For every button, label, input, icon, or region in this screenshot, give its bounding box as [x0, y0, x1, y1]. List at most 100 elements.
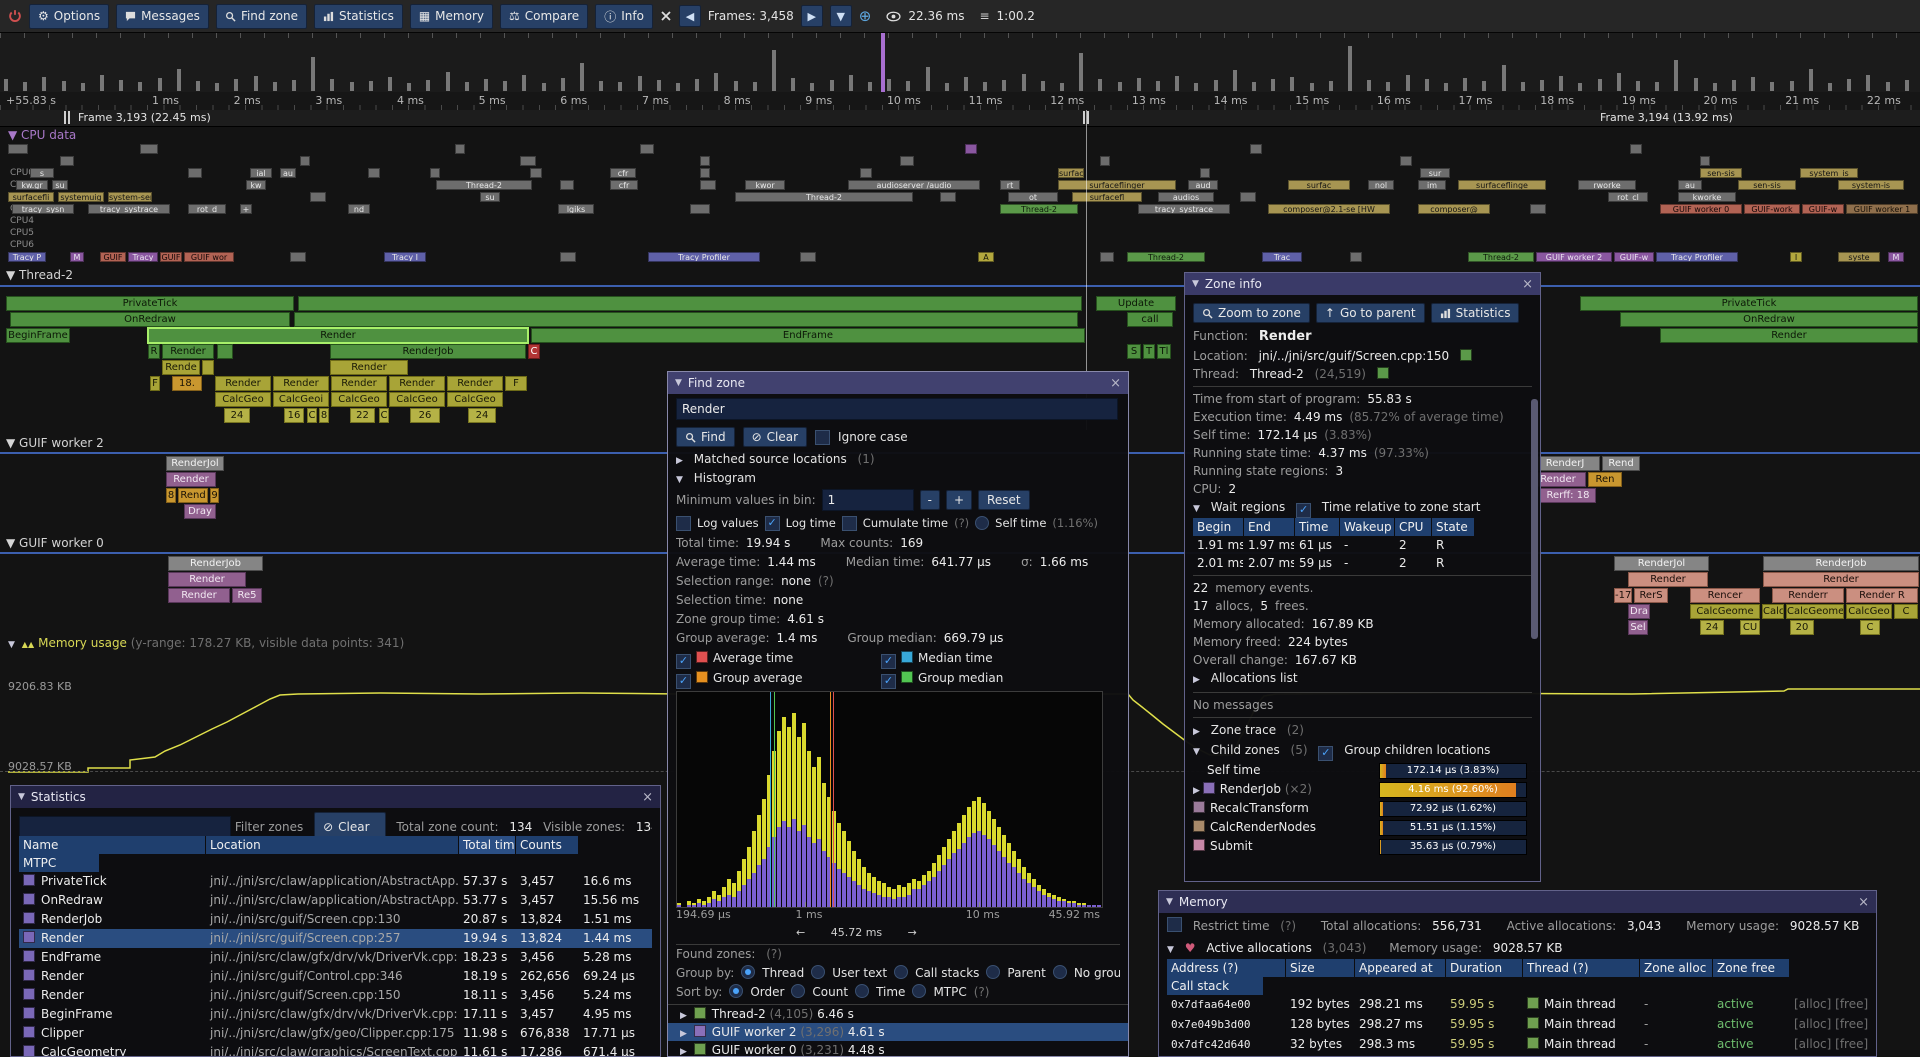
frame-bar[interactable]: [1616, 73, 1621, 91]
cpu-zone[interactable]: [1100, 252, 1114, 262]
child-zone-row[interactable]: Self time 172.14 μs (3.83%): [1193, 761, 1532, 780]
frame-bar[interactable]: [695, 79, 700, 91]
cpu-zone[interactable]: kw: [246, 180, 266, 190]
timeline-zone[interactable]: Render: [162, 344, 214, 359]
frame-bar[interactable]: [407, 83, 412, 91]
cpu-zone[interactable]: audioserver /audio: [848, 180, 980, 190]
statistics-button[interactable]: Statistics: [1430, 303, 1520, 323]
cpu-zone[interactable]: [560, 252, 576, 262]
table-row[interactable]: Render jni/../jni/src/guif/Screen.cpp:150…: [19, 986, 652, 1005]
cpu-zone[interactable]: [60, 156, 74, 166]
cpu-zone[interactable]: su: [52, 180, 68, 190]
timeline-zone[interactable]: T: [1143, 344, 1155, 359]
compare-button[interactable]: ⚖ Compare: [499, 3, 589, 29]
wait-column-time[interactable]: Time: [1295, 518, 1339, 536]
cpu-zone[interactable]: GUIF: [160, 252, 182, 262]
frame-bar[interactable]: [1175, 76, 1180, 91]
sort-by-radio-mtpc[interactable]: [912, 984, 927, 998]
frame-bar[interactable]: [906, 81, 911, 91]
frame-bar[interactable]: [791, 78, 796, 91]
frame-bar[interactable]: [1117, 82, 1122, 91]
time-relative-checkbox[interactable]: ✓: [1296, 503, 1312, 518]
frame-bar[interactable]: [368, 81, 373, 91]
cpu-zone[interactable]: [1700, 156, 1710, 166]
group-by-radio-thread[interactable]: [741, 965, 756, 979]
restrict-time-checkbox[interactable]: [1167, 917, 1182, 932]
cpu-zone[interactable]: [965, 144, 977, 154]
frame-bar[interactable]: [599, 81, 604, 91]
cpu-zone[interactable]: system_is: [1800, 168, 1858, 178]
cpu-zone[interactable]: [188, 168, 202, 178]
cpu-zone[interactable]: Thread-2: [1000, 204, 1078, 214]
timeline-zone[interactable]: Calc: [1762, 604, 1784, 619]
alloc-column-duration[interactable]: Duration: [1446, 959, 1522, 977]
cpu-zone[interactable]: GUIF-w: [1614, 252, 1654, 262]
cpu-zone[interactable]: nd: [348, 204, 370, 214]
frame-bar[interactable]: [1808, 69, 1813, 91]
frame-bar[interactable]: [848, 75, 853, 91]
timeline-zone[interactable]: Rencer: [1690, 588, 1760, 603]
timeline-zone[interactable]: RenderJob: [168, 556, 263, 571]
cpu-zone[interactable]: cfr: [610, 168, 636, 178]
cpu-zone[interactable]: GUIF-w: [1802, 204, 1844, 214]
cpu-data-label[interactable]: ▼ CPU data: [8, 128, 77, 142]
timeline-zone[interactable]: [202, 360, 214, 375]
frame-bar[interactable]: [4, 79, 8, 91]
timeline-zone[interactable]: Rend: [178, 488, 208, 503]
timeline-zone[interactable]: Render: [215, 376, 271, 391]
cpu-zone[interactable]: cfr: [610, 180, 638, 190]
frame-bar[interactable]: [1002, 80, 1007, 91]
frame-bar[interactable]: [1463, 78, 1468, 91]
cpu-zone[interactable]: [700, 180, 716, 190]
cpu-zone[interactable]: +: [240, 204, 252, 214]
cpu-zone[interactable]: surfaceflinger: [1058, 180, 1176, 190]
cpu-zone[interactable]: s: [30, 168, 54, 178]
timeline-zone[interactable]: CU: [1740, 620, 1760, 635]
frame-bar[interactable]: [234, 79, 239, 91]
cpu-zone[interactable]: GUIF worker 2: [1536, 252, 1612, 262]
frame-minimap[interactable]: [0, 33, 1920, 93]
timeline-zone[interactable]: EndFrame: [531, 328, 1085, 343]
close-icon[interactable]: ×: [1522, 276, 1533, 292]
alloc-column-zone-alloc[interactable]: Zone alloc: [1640, 959, 1712, 977]
frame-bar[interactable]: [560, 78, 565, 91]
zone-filter-input[interactable]: [19, 816, 231, 836]
frame-bar[interactable]: [503, 81, 508, 91]
info-button[interactable]: ⓘ Info: [595, 3, 653, 29]
cpu-zone[interactable]: sen-sis: [1738, 180, 1796, 190]
frame-bar[interactable]: [1540, 80, 1544, 91]
frame-bar[interactable]: [292, 80, 296, 91]
cpu-zone[interactable]: nol: [1368, 180, 1394, 190]
options-button[interactable]: ⚙ Options: [29, 3, 110, 29]
cpu-zone[interactable]: [1530, 204, 1546, 214]
frame-bar[interactable]: [1482, 81, 1487, 91]
frame-bar[interactable]: [868, 82, 872, 91]
frame-bar[interactable]: [983, 82, 988, 91]
go-to-parent-button[interactable]: ↑ Go to parent: [1315, 303, 1425, 323]
cumulate-time-checkbox[interactable]: [841, 515, 857, 531]
cpu-zone[interactable]: lgiks: [558, 204, 594, 214]
timeline-zone[interactable]: Render: [1660, 328, 1918, 343]
frame-bar[interactable]: [1751, 77, 1756, 91]
timeline-zone[interactable]: R: [148, 344, 160, 359]
cpu-zone[interactable]: GUIF worker 1: [1846, 204, 1918, 214]
frame-bar[interactable]: [580, 63, 584, 91]
cpu-zone[interactable]: Tracy P: [8, 252, 46, 262]
cpu-zone[interactable]: [1100, 156, 1110, 166]
child-zone-row[interactable]: Submit 35.63 μs (0.79%): [1193, 837, 1532, 856]
group-children-checkbox[interactable]: ✓: [1318, 746, 1334, 761]
power-button[interactable]: [8, 9, 22, 23]
cpu-zone[interactable]: Tracy Profiler: [1656, 252, 1738, 262]
zone-search-input[interactable]: [676, 398, 1118, 420]
cpu-zone[interactable]: tracy_sysn: [12, 204, 74, 214]
frame-bar[interactable]: [1194, 83, 1199, 91]
frame-bar[interactable]: [100, 75, 104, 91]
frame-bar[interactable]: [925, 67, 930, 91]
expand-triangle-icon[interactable]: ▶: [680, 1047, 690, 1057]
timeline-zone[interactable]: 24: [1700, 620, 1724, 635]
cpu-zone[interactable]: ot: [1008, 192, 1058, 202]
cpu-zone[interactable]: Tracy: [128, 252, 158, 262]
wait-column-state[interactable]: State: [1432, 518, 1474, 536]
timeline-zone[interactable]: OnRedraw: [10, 312, 290, 327]
cpu-zone[interactable]: aud: [1188, 180, 1218, 190]
